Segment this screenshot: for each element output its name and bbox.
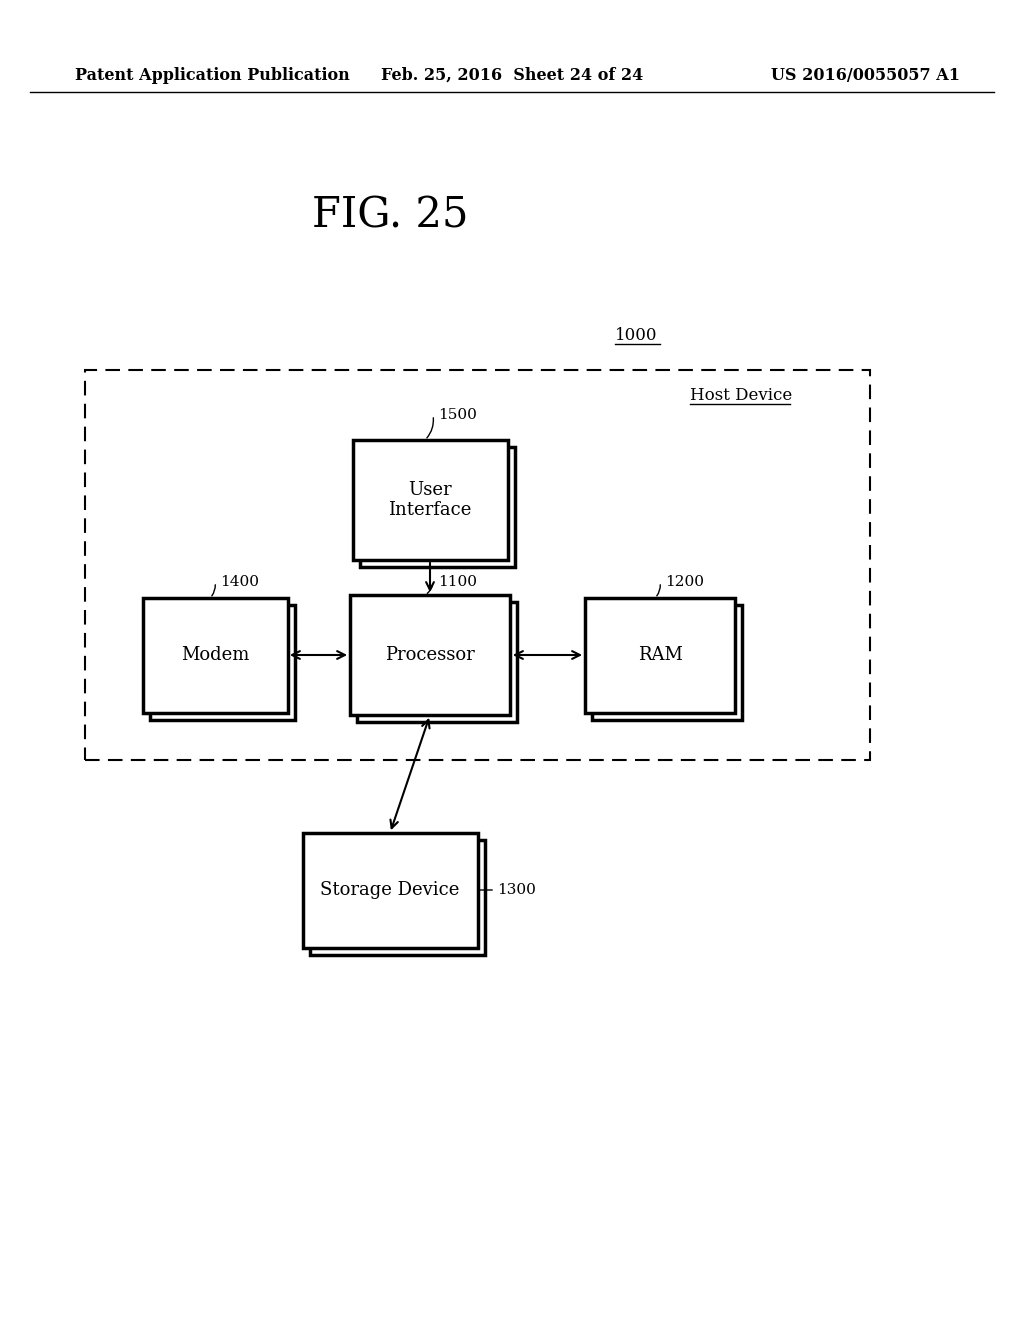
Text: Modem: Modem bbox=[181, 645, 249, 664]
Text: 1300: 1300 bbox=[497, 883, 536, 898]
Text: 1000: 1000 bbox=[615, 326, 657, 343]
Bar bbox=[592, 605, 742, 719]
Text: Storage Device: Storage Device bbox=[321, 880, 460, 899]
Bar bbox=[302, 833, 477, 948]
Bar bbox=[357, 602, 517, 722]
Bar bbox=[142, 598, 288, 713]
Text: Processor: Processor bbox=[385, 645, 475, 664]
Text: 1100: 1100 bbox=[438, 576, 477, 589]
Text: User
Interface: User Interface bbox=[388, 480, 472, 519]
Text: Patent Application Publication: Patent Application Publication bbox=[75, 66, 350, 83]
Text: 1400: 1400 bbox=[220, 576, 259, 589]
Bar bbox=[350, 595, 510, 715]
Text: Feb. 25, 2016  Sheet 24 of 24: Feb. 25, 2016 Sheet 24 of 24 bbox=[381, 66, 643, 83]
Text: US 2016/0055057 A1: US 2016/0055057 A1 bbox=[771, 66, 961, 83]
Text: RAM: RAM bbox=[638, 645, 682, 664]
Bar bbox=[309, 840, 484, 954]
Bar bbox=[359, 447, 514, 568]
Text: 1200: 1200 bbox=[665, 576, 705, 589]
Text: FIG. 25: FIG. 25 bbox=[311, 194, 468, 236]
Text: 1500: 1500 bbox=[438, 408, 477, 422]
Bar bbox=[150, 605, 295, 719]
Bar bbox=[585, 598, 735, 713]
Bar bbox=[85, 370, 870, 760]
Bar bbox=[352, 440, 508, 560]
Text: Host Device: Host Device bbox=[690, 387, 793, 404]
